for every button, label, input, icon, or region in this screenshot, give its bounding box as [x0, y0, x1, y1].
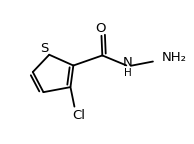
Text: H: H — [124, 68, 131, 78]
Text: O: O — [95, 22, 106, 35]
Text: Cl: Cl — [73, 109, 86, 122]
Text: N: N — [123, 56, 132, 69]
Text: NH₂: NH₂ — [162, 51, 187, 64]
Text: S: S — [40, 42, 48, 55]
